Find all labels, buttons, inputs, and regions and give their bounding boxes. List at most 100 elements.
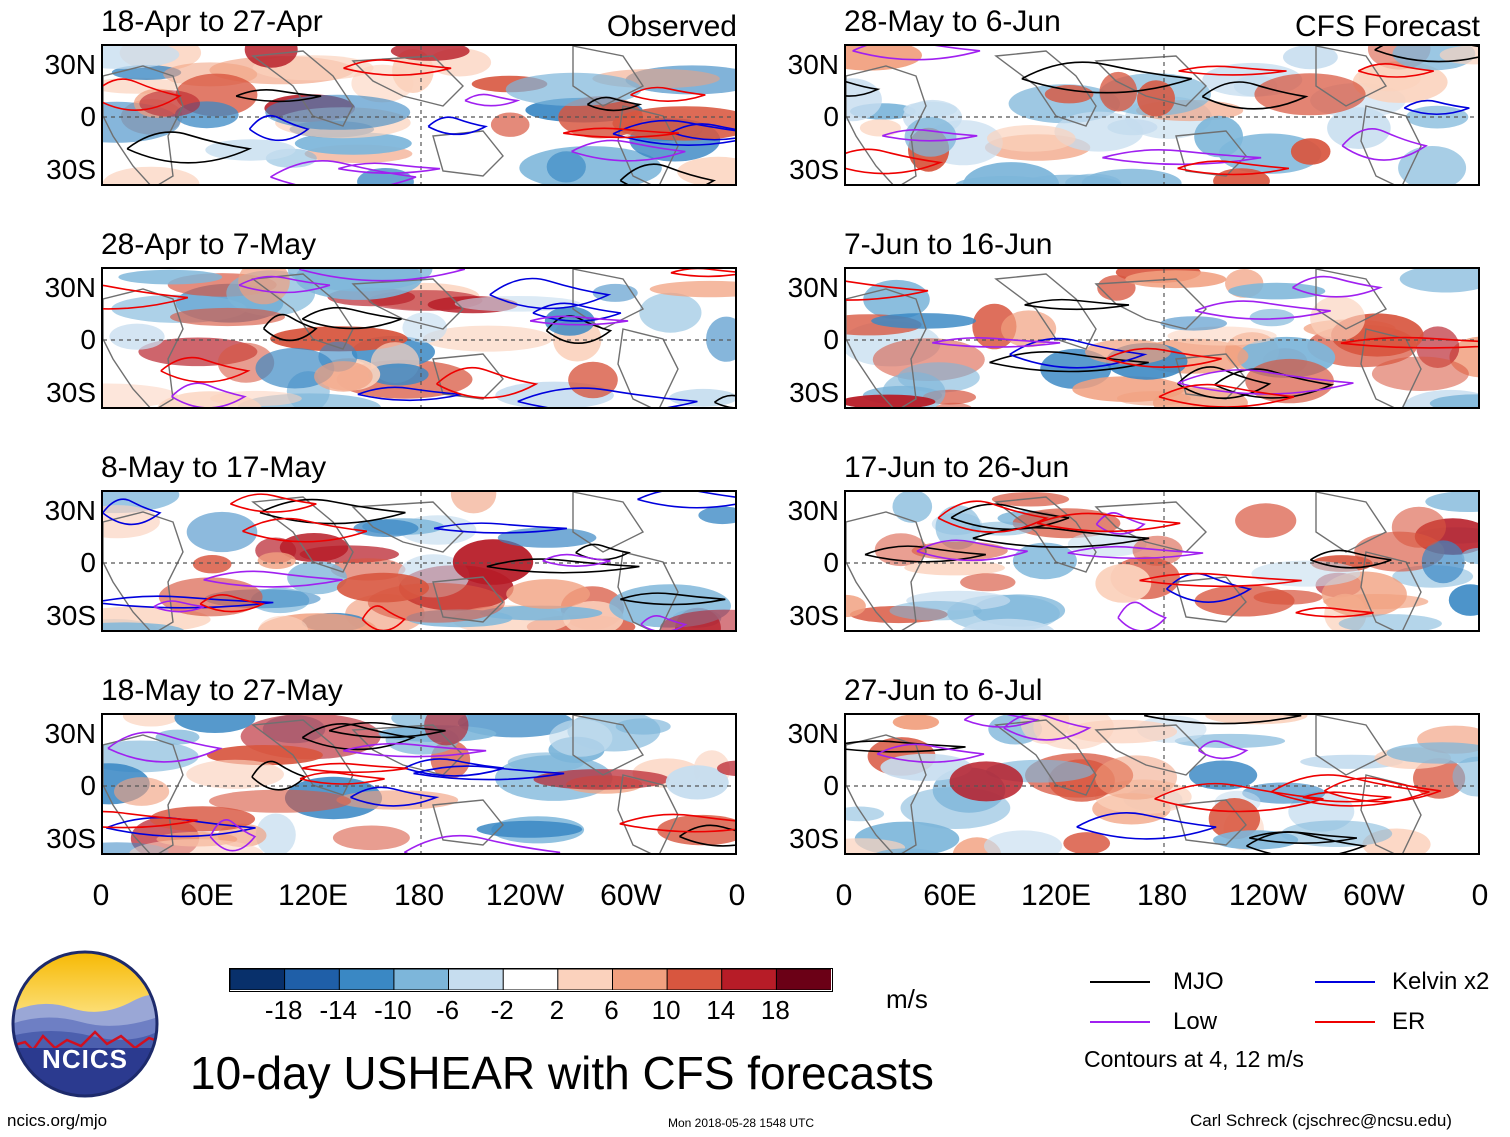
er-contour — [1178, 65, 1287, 76]
legend-label-low: Low — [1173, 1008, 1218, 1035]
coastline — [1094, 724, 1207, 776]
colorbar-swatch — [448, 969, 505, 990]
y-tick-label: 0 — [80, 101, 96, 132]
x-tick-label: 0 — [728, 879, 746, 912]
shear-shading — [1429, 394, 1478, 407]
y-tick-label: 0 — [823, 101, 839, 132]
coastline — [103, 734, 184, 853]
low-contour — [1341, 128, 1428, 161]
shear-shading — [1228, 282, 1326, 300]
shear-shading — [109, 323, 165, 350]
low-contour — [1067, 545, 1204, 560]
shear-shading — [1398, 146, 1467, 184]
forecast-tag: CFS Forecast — [1294, 10, 1480, 43]
shear-shading — [1399, 269, 1478, 293]
map-panel — [101, 44, 737, 186]
shear-shading — [1386, 742, 1478, 764]
y-tick-label: 30N — [787, 495, 839, 526]
shear-shading — [1167, 326, 1277, 346]
mjo-contour — [989, 350, 1149, 373]
kelvin-contour — [404, 758, 505, 777]
y-tick-label: 30N — [787, 49, 839, 80]
mjo-contour — [1143, 715, 1302, 725]
shear-shading — [295, 269, 423, 300]
coastline — [251, 50, 354, 127]
er-contour — [361, 605, 406, 630]
colorbar-swatch — [775, 969, 831, 990]
er-contour — [1340, 336, 1478, 349]
coastline — [572, 269, 645, 330]
colorbar-tick-label: -2 — [490, 995, 514, 1025]
coastline — [103, 65, 184, 184]
low-contour — [1117, 601, 1167, 630]
ncics-logo: NCICS — [11, 950, 159, 1098]
y-tick-label: 30S — [789, 823, 839, 854]
shear-shading — [612, 106, 735, 141]
map-panel — [844, 713, 1480, 855]
shear-shading — [1189, 760, 1258, 790]
x-tick-label: 120W — [1228, 879, 1308, 912]
shear-shading — [639, 292, 702, 333]
mjo-contour — [1374, 46, 1478, 63]
shear-shading — [660, 609, 735, 630]
shear-shading — [846, 394, 936, 407]
y-tick-label: 30S — [789, 600, 839, 631]
x-tick-label: 60W — [1343, 879, 1405, 912]
shear-shading — [174, 715, 256, 733]
shear-shading — [1406, 105, 1469, 129]
x-tick-label: 180 — [1136, 879, 1188, 912]
shear-shading — [1095, 564, 1152, 603]
coastline — [846, 511, 927, 630]
er-contour — [846, 148, 944, 175]
er-contour — [103, 78, 182, 111]
er-contour — [301, 762, 408, 774]
er-contour — [563, 127, 679, 139]
shear-shading — [665, 765, 729, 800]
colorbar-tick-label: 10 — [651, 995, 681, 1025]
colorbar-tick-label: 2 — [549, 995, 565, 1025]
shear-shading — [961, 618, 1055, 630]
er-contour — [160, 356, 251, 383]
y-tick-label: 30S — [789, 154, 839, 185]
colorbar-swatch — [393, 969, 450, 990]
legend-line-er — [1315, 1021, 1375, 1023]
colorbar-swatch — [284, 969, 341, 990]
shear-shading — [114, 777, 170, 806]
mjo-contour — [1177, 366, 1272, 399]
shear-shading — [336, 790, 459, 810]
colorbar-tick-label: -14 — [319, 995, 358, 1025]
shear-shading — [332, 825, 410, 851]
low-contour — [529, 315, 629, 326]
er-contour — [1177, 160, 1290, 176]
er-contour — [1323, 777, 1442, 803]
shear-shading — [1249, 308, 1295, 327]
coastline — [351, 501, 464, 553]
coastline — [251, 273, 354, 350]
kelvin-contour — [1166, 572, 1253, 603]
shear-shading — [129, 839, 264, 853]
panel-title: 8-May to 17-May — [101, 451, 327, 484]
shear-shading — [904, 117, 957, 157]
coastline — [617, 774, 679, 853]
low-contour — [299, 269, 466, 282]
kelvin-contour — [433, 522, 568, 534]
low-contour — [882, 129, 978, 142]
er-contour — [103, 284, 189, 310]
x-tick-label: 180 — [393, 879, 445, 912]
shear-shading — [615, 718, 671, 735]
shear-shading — [1425, 492, 1478, 512]
footer-site-link[interactable]: ncics.org/mjo — [7, 1111, 108, 1130]
kelvin-contour — [1009, 337, 1148, 369]
kelvin-contour — [350, 786, 440, 807]
low-contour — [203, 570, 343, 588]
shear-shading — [507, 752, 585, 773]
map-panel — [101, 713, 737, 855]
shear-shading — [935, 505, 981, 550]
er-contour — [1036, 512, 1181, 533]
shear-shading — [846, 838, 906, 853]
er-contour — [1357, 63, 1434, 78]
shear-shading — [1338, 614, 1442, 630]
low-contour — [1194, 300, 1331, 320]
er-contour — [199, 594, 266, 613]
shear-shading — [452, 539, 534, 585]
